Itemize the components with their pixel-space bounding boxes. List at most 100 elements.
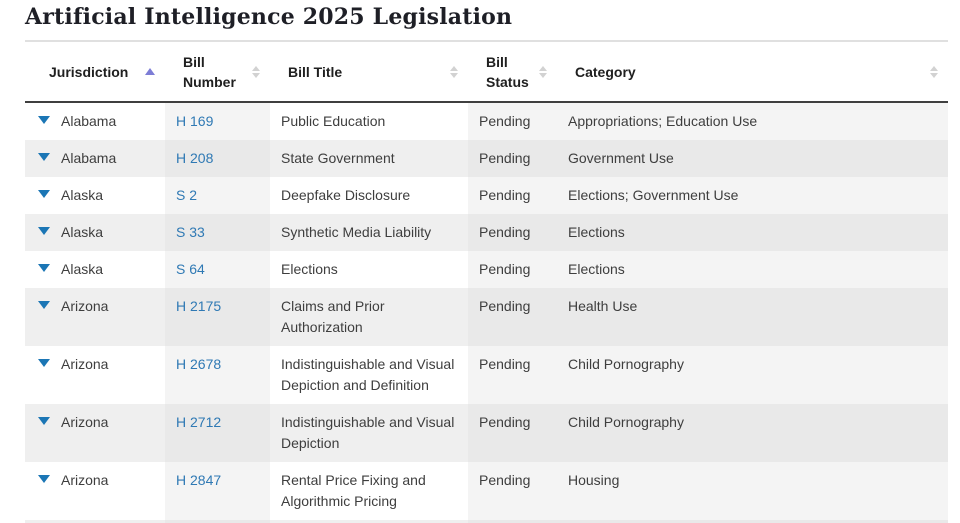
bill-number-link[interactable]: S 64 [176,261,205,277]
table-row: Alabama H 208 State Government Pending G… [25,140,948,177]
jurisdiction-text: Arizona [61,298,109,314]
bill-title-cell: Indistinguishable and Visual Depiction [270,404,468,462]
bill-status-cell: Pending [468,462,557,520]
jurisdiction-cell: Arizona [25,346,165,404]
bill-number-link[interactable]: H 208 [176,150,214,166]
expand-row-icon[interactable] [38,153,50,162]
jurisdiction-text: Alabama [61,150,117,166]
bill-number-cell: H 2678 [165,346,270,404]
table-header: Jurisdiction Bill Number Bill Title Bill… [25,40,948,103]
expand-row-icon[interactable] [38,359,50,368]
bill-status-cell: Pending [468,140,557,177]
bill-status-cell: Pending [468,177,557,214]
category-cell: Elections; Government Use [557,177,948,214]
bill-number-cell: H 2712 [165,404,270,462]
bill-title-cell: Rental Price Fixing and Algorithmic Pric… [270,462,468,520]
column-header-bill-title[interactable]: Bill Title [270,40,468,103]
bill-number-cell: S 2 [165,177,270,214]
bill-title-cell: Claims and Prior Authorization [270,288,468,346]
sort-icon [450,65,458,78]
bill-status-cell: Pending [468,102,557,140]
jurisdiction-cell: Alabama [25,102,165,140]
bill-number-cell: H 169 [165,102,270,140]
bill-status-cell: Pending [468,404,557,462]
bill-title-cell: Synthetic Media Liability [270,214,468,251]
expand-row-icon[interactable] [38,475,50,484]
jurisdiction-cell: Alaska [25,177,165,214]
bill-status-cell: Pending [468,346,557,404]
jurisdiction-text: Alaska [61,261,104,277]
bill-number-cell: S 64 [165,251,270,288]
sort-ascending-icon [145,67,155,75]
jurisdiction-cell: Arizona [25,288,165,346]
jurisdiction-cell: Alaska [25,214,165,251]
bill-status-cell: Pending [468,251,557,288]
expand-row-icon[interactable] [38,301,50,310]
table-row: Alaska S 33 Synthetic Media Liability Pe… [25,214,948,251]
bill-number-link[interactable]: H 169 [176,113,214,129]
column-header-label: Bill Title [288,63,343,80]
jurisdiction-text: Arizona [61,356,109,372]
category-cell: Appropriations; Education Use [557,102,948,140]
bill-number-cell: H 2847 [165,462,270,520]
legislation-table: Jurisdiction Bill Number Bill Title Bill… [25,40,948,523]
bill-number-link[interactable]: H 2175 [176,298,222,314]
bill-number-link[interactable]: S 2 [176,187,198,203]
category-cell: Elections [557,214,948,251]
table-row: Arizona H 2175 Claims and Prior Authoriz… [25,288,948,346]
bill-status-cell: Pending [468,288,557,346]
column-header-bill-status[interactable]: Bill Status [468,40,557,103]
category-cell: Elections [557,251,948,288]
table-row: Arizona H 2678 Indistinguishable and Vis… [25,346,948,404]
page-title: Artificial Intelligence 2025 Legislation [25,4,513,30]
column-header-label: Bill Status [486,53,529,90]
expand-row-icon[interactable] [38,264,50,273]
jurisdiction-text: Alabama [61,113,117,129]
column-header-category[interactable]: Category [557,40,948,103]
table-row: Alabama H 169 Public Education Pending A… [25,102,948,140]
table-row: Arizona H 2712 Indistinguishable and Vis… [25,404,948,462]
table-row-partial [25,520,948,523]
category-cell: Child Pornography [557,346,948,404]
expand-row-icon[interactable] [38,227,50,236]
category-cell: Child Pornography [557,404,948,462]
column-header-label: Bill Number [183,53,236,90]
bill-number-link[interactable]: H 2847 [176,472,222,488]
column-header-label: Jurisdiction [49,63,129,80]
table-row: Alaska S 2 Deepfake Disclosure Pending E… [25,177,948,214]
bill-number-link[interactable]: H 2712 [176,414,222,430]
bill-number-link[interactable]: H 2678 [176,356,222,372]
expand-row-icon[interactable] [38,190,50,199]
table-row: Alaska S 64 Elections Pending Elections [25,251,948,288]
category-cell: Housing [557,462,948,520]
jurisdiction-cell: Arizona [25,404,165,462]
expand-row-icon[interactable] [38,417,50,426]
bill-title-cell: Public Education [270,102,468,140]
bill-title-cell: Elections [270,251,468,288]
category-cell: Government Use [557,140,948,177]
bill-title-cell: Indistinguishable and Visual Depiction a… [270,346,468,404]
bill-title-cell: State Government [270,140,468,177]
sort-icon [252,65,260,78]
column-header-jurisdiction[interactable]: Jurisdiction [25,40,165,103]
column-header-label: Category [575,63,636,80]
jurisdiction-cell: Arizona [25,462,165,520]
table-body: Alabama H 169 Public Education Pending A… [25,102,948,523]
sort-icon [539,65,547,78]
bill-number-cell: S 33 [165,214,270,251]
jurisdiction-text: Alaska [61,224,104,240]
jurisdiction-cell: Alaska [25,251,165,288]
jurisdiction-text: Arizona [61,472,109,488]
table-row: Arizona H 2847 Rental Price Fixing and A… [25,462,948,520]
bill-title-cell: Deepfake Disclosure [270,177,468,214]
sort-icon [930,65,938,78]
bill-number-link[interactable]: S 33 [176,224,205,240]
bill-number-cell: H 208 [165,140,270,177]
column-header-bill-number[interactable]: Bill Number [165,40,270,103]
expand-row-icon[interactable] [38,116,50,125]
category-cell: Health Use [557,288,948,346]
jurisdiction-text: Arizona [61,414,109,430]
bill-number-cell: H 2175 [165,288,270,346]
bill-status-cell: Pending [468,214,557,251]
